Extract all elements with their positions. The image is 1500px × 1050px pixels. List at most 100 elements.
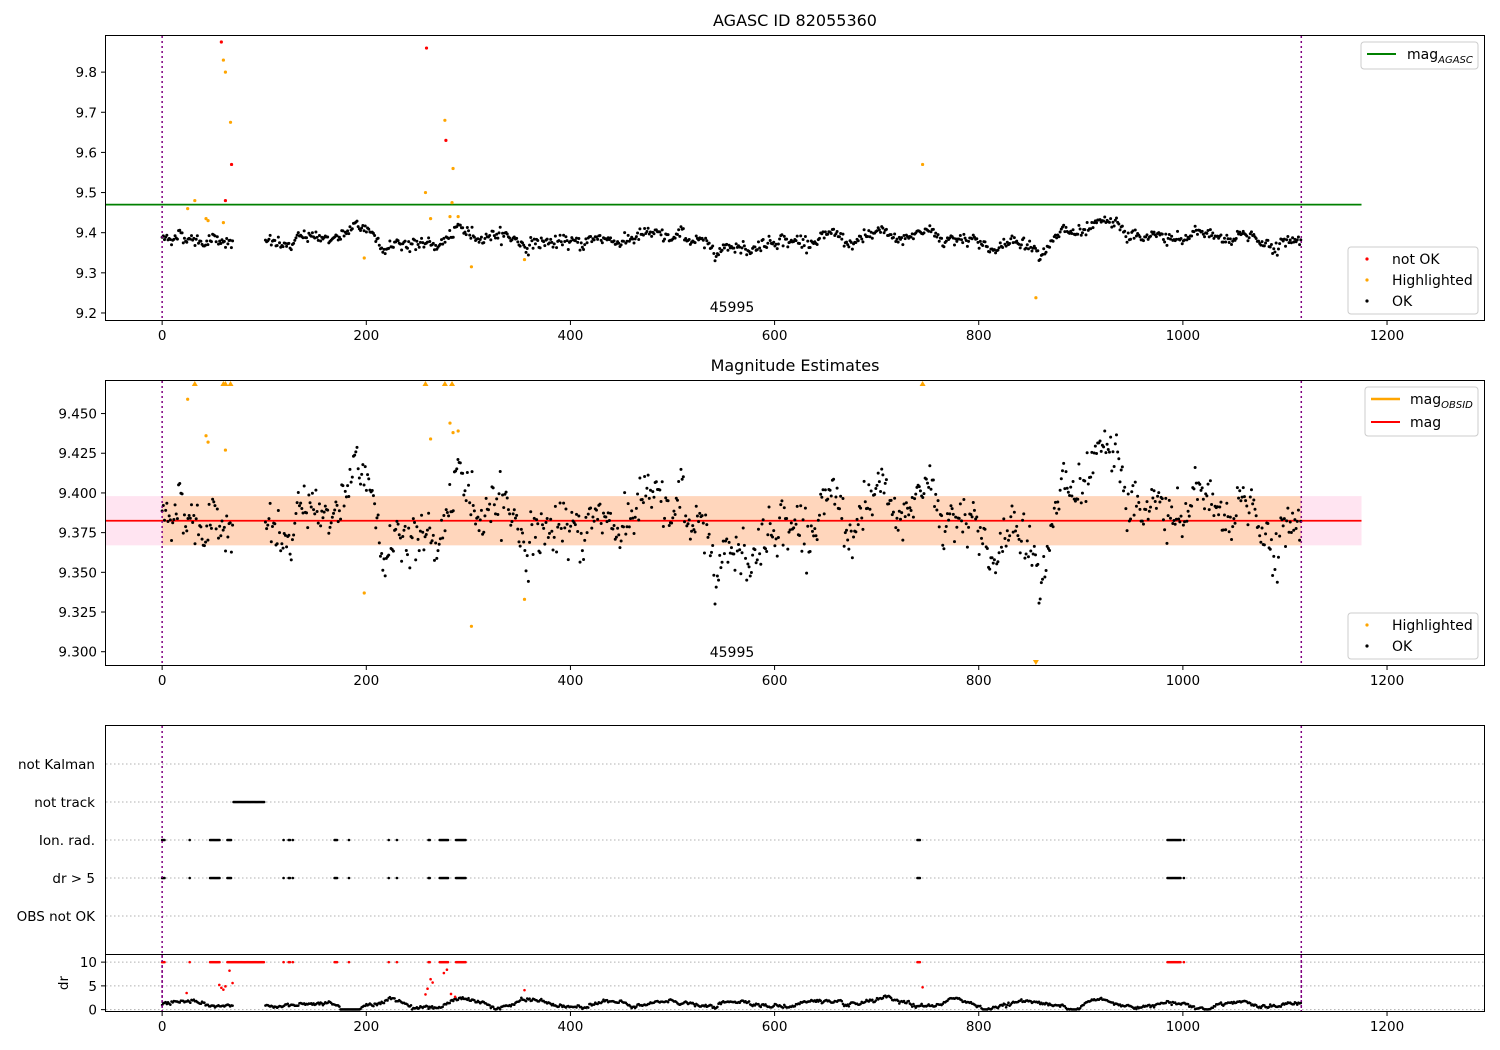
estimates-ok-point bbox=[1247, 511, 1251, 515]
agasc-ok-point bbox=[1008, 241, 1012, 245]
agasc-ok-point bbox=[854, 241, 858, 245]
agasc-ok-point bbox=[442, 236, 446, 240]
estimates-ok-point bbox=[1176, 486, 1180, 490]
estimates-ok-point bbox=[841, 496, 845, 500]
estimates-ok-point bbox=[761, 518, 765, 522]
estimates-ok-point bbox=[280, 542, 284, 546]
estimates-ok-point bbox=[432, 558, 436, 562]
estimates-ok-point bbox=[281, 546, 285, 550]
estimates-ok-point bbox=[374, 526, 378, 530]
agasc-ok-point bbox=[832, 227, 836, 231]
dr-clipped-point bbox=[282, 960, 285, 964]
dr-ok-point bbox=[430, 1004, 434, 1008]
estimates-ok-point bbox=[462, 493, 466, 497]
estimates-ok-point bbox=[408, 566, 412, 570]
agasc-highlighted-point bbox=[1034, 296, 1038, 300]
estimates-ok-point bbox=[1110, 469, 1114, 473]
estimates-ok-point bbox=[695, 514, 699, 518]
estimates-ok-point bbox=[330, 515, 334, 519]
estimates-ok-point bbox=[1037, 601, 1041, 605]
estimates-ok-point bbox=[990, 556, 994, 560]
agasc-ok-point bbox=[558, 233, 562, 237]
agasc-ok-point bbox=[1168, 237, 1172, 241]
estimates-legend-highlighted: Highlighted bbox=[1392, 618, 1473, 634]
agasc-highlighted-point bbox=[443, 118, 447, 122]
estimates-ok-point bbox=[533, 535, 537, 539]
x-tick-label: 800 bbox=[966, 1019, 992, 1035]
agasc-ok-point bbox=[528, 243, 532, 247]
estimates-ok-point bbox=[383, 574, 387, 578]
agasc-ok-point bbox=[530, 239, 534, 243]
agasc-ok-point bbox=[849, 240, 853, 244]
y-tick-label: 5 bbox=[88, 979, 97, 995]
agasc-ok-point bbox=[1079, 233, 1083, 237]
flag-mark bbox=[282, 838, 285, 842]
estimates-ok-point bbox=[1203, 507, 1207, 511]
estimates-ok-point bbox=[435, 556, 439, 560]
agasc-ok-point bbox=[434, 243, 438, 247]
agasc-ok-point bbox=[778, 237, 782, 241]
agasc-ok-point bbox=[276, 235, 280, 239]
estimates-ok-point bbox=[333, 508, 337, 512]
estimates-ok-point bbox=[1180, 535, 1184, 539]
estimates-ok-point bbox=[467, 483, 471, 487]
flag-mark bbox=[218, 838, 221, 842]
agasc-ok-point bbox=[1259, 243, 1263, 247]
estimates-ok-point bbox=[977, 552, 981, 556]
estimates-ok-point bbox=[361, 463, 365, 467]
dr-red-points bbox=[160, 960, 1186, 999]
estimates-ok-point bbox=[1068, 494, 1072, 498]
agasc-ok-point bbox=[1212, 236, 1216, 240]
estimates-ok-point bbox=[474, 522, 478, 526]
agasc-ok-point bbox=[1187, 237, 1191, 241]
estimates-ok-point bbox=[1147, 509, 1151, 513]
agasc-ok-point bbox=[975, 237, 979, 241]
estimates-ok-point bbox=[341, 484, 345, 488]
estimates-ok-point bbox=[970, 515, 974, 519]
estimates-ok-point bbox=[1014, 529, 1018, 533]
agasc-ok-point bbox=[1240, 232, 1244, 236]
agasc-ok-point bbox=[798, 241, 802, 245]
estimates-ok-point bbox=[523, 548, 527, 552]
agasc-ok-point bbox=[295, 233, 299, 237]
agasc-ok-point bbox=[837, 235, 841, 239]
estimates-ok-point bbox=[1055, 511, 1059, 515]
agasc-ok-point bbox=[1247, 236, 1251, 240]
estimates-ok-point bbox=[1295, 519, 1299, 523]
estimates-ok-point bbox=[1141, 522, 1145, 526]
estimates-ok-point bbox=[1153, 499, 1157, 503]
estimates-ok-point bbox=[582, 558, 586, 562]
estimates-ok-point bbox=[727, 540, 731, 544]
estimates-ok-point bbox=[1138, 507, 1142, 511]
estimates-ok-point bbox=[855, 517, 859, 521]
estimates-ok-point bbox=[199, 525, 203, 529]
estimates-ok-point bbox=[1231, 525, 1235, 529]
estimates-ok-point bbox=[1266, 522, 1270, 526]
estimates-ok-point bbox=[579, 531, 583, 535]
agasc-ok-point bbox=[1167, 233, 1171, 237]
agasc-ok-point bbox=[382, 247, 386, 251]
agasc-ok-point bbox=[846, 243, 850, 247]
agasc-ok-point bbox=[381, 250, 385, 254]
agasc-ok-point bbox=[1044, 250, 1048, 254]
agasc-ok-point bbox=[344, 232, 348, 236]
estimates-ok-point bbox=[931, 478, 935, 482]
agasc-ok-point bbox=[170, 243, 174, 247]
estimates-ok-point bbox=[1192, 487, 1196, 491]
agasc-ok-point bbox=[403, 239, 407, 243]
estimates-ok-point bbox=[1208, 479, 1212, 483]
y-tick-label: 0 bbox=[88, 1003, 97, 1019]
estimates-ok-point bbox=[469, 513, 473, 517]
estimates-ok-point bbox=[691, 524, 695, 528]
estimates-ok-point bbox=[594, 508, 598, 512]
agasc-ok-point bbox=[1053, 233, 1057, 237]
agasc-ok-point bbox=[499, 243, 503, 247]
agasc-ok-point bbox=[477, 240, 481, 244]
agasc-ok-point bbox=[1055, 236, 1059, 240]
estimates-ok-point bbox=[344, 495, 348, 499]
estimates-ok-point bbox=[301, 511, 305, 515]
estimates-ok-point bbox=[1228, 515, 1232, 519]
dr-ok-point bbox=[1003, 1003, 1007, 1006]
agasc-ok-point bbox=[1235, 229, 1239, 233]
agasc-legend-not-ok-marker bbox=[1365, 257, 1369, 261]
